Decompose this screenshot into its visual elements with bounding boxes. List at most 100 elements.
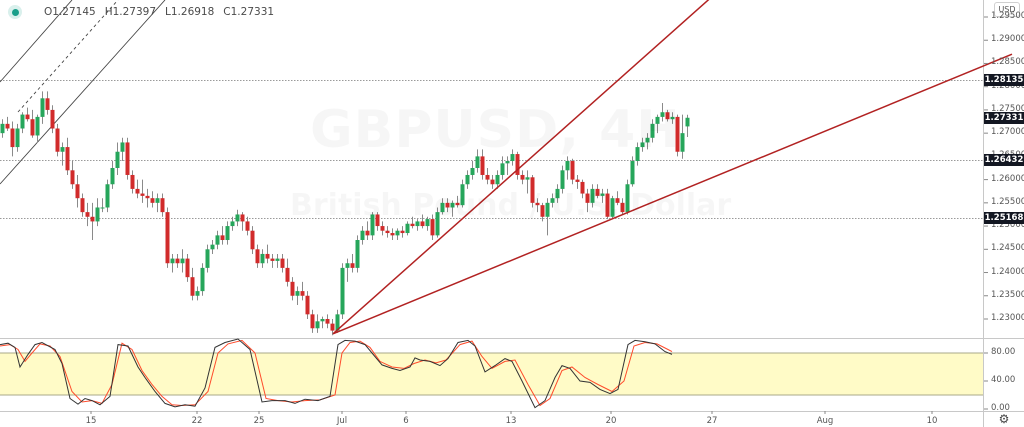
candle xyxy=(675,114,680,157)
time-tick-label: Jul xyxy=(336,416,348,426)
candle xyxy=(10,121,15,157)
candle xyxy=(150,191,155,208)
time-tick-label: 10 xyxy=(926,416,938,426)
lower-trendline[interactable] xyxy=(332,53,1013,335)
candle xyxy=(140,179,145,203)
candle xyxy=(550,193,555,208)
channel-upper[interactable] xyxy=(0,0,73,83)
candle xyxy=(390,228,395,241)
candle xyxy=(145,188,150,208)
candle xyxy=(305,291,310,319)
candle xyxy=(560,165,565,194)
candle xyxy=(505,156,510,175)
time-tick-label: Aug xyxy=(816,416,834,426)
legend-open: O1.27145 xyxy=(44,6,96,18)
candle xyxy=(580,179,585,199)
candle xyxy=(85,202,90,227)
candle xyxy=(285,258,290,287)
candle xyxy=(665,109,670,122)
stochastic-d-line xyxy=(0,339,673,407)
time-axis-ticks xyxy=(90,411,933,414)
candle xyxy=(355,235,360,273)
candle xyxy=(380,221,385,236)
upper-trendline[interactable] xyxy=(332,0,710,335)
candle xyxy=(215,230,220,250)
candle xyxy=(60,142,65,166)
price-tick-label: 1.24000 xyxy=(991,266,1024,277)
time-tick-label: 13 xyxy=(505,416,517,426)
candle xyxy=(485,167,490,185)
candle xyxy=(470,161,475,180)
stochastic-band xyxy=(0,353,983,395)
candle xyxy=(5,116,10,131)
candle xyxy=(680,114,685,159)
candle xyxy=(45,91,50,115)
candle xyxy=(595,184,600,199)
price-tick-label: 1.27000 xyxy=(991,127,1024,138)
candle xyxy=(240,212,245,231)
candle xyxy=(20,112,25,134)
candle xyxy=(30,109,35,138)
candle xyxy=(445,198,450,213)
candle xyxy=(435,207,440,238)
candle xyxy=(555,184,560,203)
candle xyxy=(345,258,350,282)
currency-button[interactable]: USD xyxy=(994,2,1020,17)
candle xyxy=(535,198,540,213)
candle xyxy=(170,253,175,273)
candle xyxy=(110,161,115,189)
price-tick-label: 1.29000 xyxy=(991,34,1024,45)
candle xyxy=(570,158,575,185)
candle xyxy=(295,286,300,306)
channel-mid[interactable] xyxy=(17,0,119,113)
candle xyxy=(230,216,235,231)
candle xyxy=(15,123,20,152)
candle xyxy=(415,219,420,231)
price-level-tag: 1.25168 xyxy=(984,212,1024,225)
candle xyxy=(275,253,280,268)
candle xyxy=(65,137,70,175)
candle xyxy=(325,314,330,329)
time-tick-label: 6 xyxy=(403,416,409,426)
candle xyxy=(155,193,160,213)
stochastic-oscillator xyxy=(0,338,673,409)
candle xyxy=(620,198,625,215)
candle xyxy=(95,198,100,227)
channel-lower[interactable] xyxy=(0,0,166,185)
candle xyxy=(225,221,230,245)
candle xyxy=(315,314,320,333)
candle xyxy=(55,123,60,157)
candle xyxy=(0,119,5,138)
time-tick-label: 22 xyxy=(191,416,203,426)
candle xyxy=(350,253,355,273)
price-level-tag: 1.26432 xyxy=(984,153,1024,166)
candle xyxy=(365,221,370,241)
candle xyxy=(255,244,260,268)
candle xyxy=(615,191,620,206)
trendlines[interactable] xyxy=(332,0,1013,335)
candle xyxy=(40,91,45,124)
candle xyxy=(120,137,125,162)
candle xyxy=(460,179,465,208)
candle xyxy=(320,316,325,329)
stochastic-tick-label: 40.00 xyxy=(991,375,1016,385)
market-status-icon[interactable] xyxy=(8,5,22,19)
candle xyxy=(585,188,590,213)
parallel-channel[interactable] xyxy=(0,0,166,185)
price-tick-label: 1.29500 xyxy=(991,11,1024,21)
candle xyxy=(70,161,75,189)
stochastic-tick-label: 80.00 xyxy=(991,347,1016,357)
candle xyxy=(635,142,640,166)
candle xyxy=(610,195,615,220)
settings-gear-icon[interactable]: ⚙ xyxy=(998,412,1010,426)
ohlc-legend: O1.27145 H1.27397 L1.26918 C1.27331 xyxy=(8,3,274,21)
candle xyxy=(25,107,30,122)
candle xyxy=(495,170,500,189)
candle xyxy=(115,142,120,175)
candle xyxy=(220,226,225,245)
candle xyxy=(385,226,390,238)
candle xyxy=(540,202,545,222)
candle xyxy=(195,286,200,301)
candle xyxy=(480,149,485,180)
